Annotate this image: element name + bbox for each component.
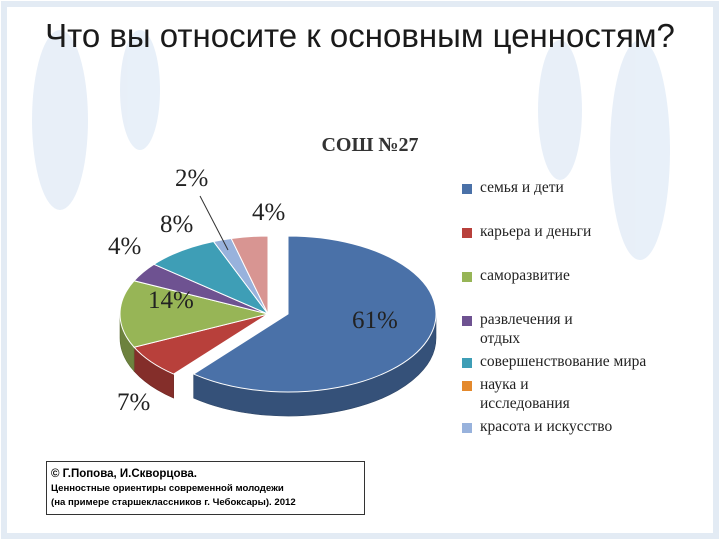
credit-line-2: (на примере старшеклассников г. Чебоксар… — [51, 497, 296, 508]
slide-title: Что вы относите к основным ценностям? — [45, 17, 675, 54]
legend-item: наука и исследования — [462, 375, 712, 413]
legend-label: карьера и деньги — [480, 223, 592, 240]
legend-swatch — [462, 358, 472, 368]
legend-swatch — [462, 228, 472, 238]
data-label-2: 14% — [148, 287, 194, 314]
legend-swatch — [462, 316, 472, 326]
legend-item: красота и искусство — [462, 417, 712, 436]
legend-label: саморазвитие — [480, 267, 570, 284]
legend-item: совершенствование мира — [462, 352, 712, 371]
data-label-1: 7% — [117, 389, 150, 416]
credit-author: © Г.Попова, И.Скворцова. — [51, 468, 198, 480]
leader-line-2pct — [199, 195, 229, 251]
legend-item: карьера и деньги — [462, 222, 712, 241]
credit-line-1: Ценностные ориентиры современной молодеж… — [51, 483, 284, 494]
chart-legend: семья и дети карьера и деньги саморазвитие… — [462, 178, 712, 440]
legend-label: красота и искусство — [480, 418, 613, 435]
credit-box: © Г.Попова, И.Скворцова. Ценностные орие… — [46, 461, 365, 515]
legend-item: саморазвитие — [462, 266, 712, 285]
legend-label: совершенствование мира — [480, 353, 647, 370]
legend-item: развлечения и отдых — [462, 310, 712, 348]
pie-slice-7 — [230, 235, 269, 315]
legend-label: семья и дети — [480, 179, 564, 196]
legend-swatch — [462, 423, 472, 433]
pie-slice-0 — [192, 235, 437, 393]
chart-title: СОШ №27 — [321, 134, 419, 156]
legend-swatch — [462, 381, 472, 391]
legend-label: наука и исследования — [480, 376, 570, 412]
data-label-6: 2% — [175, 165, 208, 192]
pie-slice-2 — [119, 280, 269, 348]
data-label-0: 61% — [352, 307, 398, 334]
legend-item: семья и дети — [462, 178, 712, 197]
legend-swatch — [462, 272, 472, 282]
legend-label: развлечения и отдых — [480, 311, 573, 347]
data-label-3: 4% — [108, 233, 141, 260]
data-label-4: 8% — [160, 211, 193, 238]
data-label-7: 4% — [252, 199, 285, 226]
legend-swatch — [462, 184, 472, 194]
